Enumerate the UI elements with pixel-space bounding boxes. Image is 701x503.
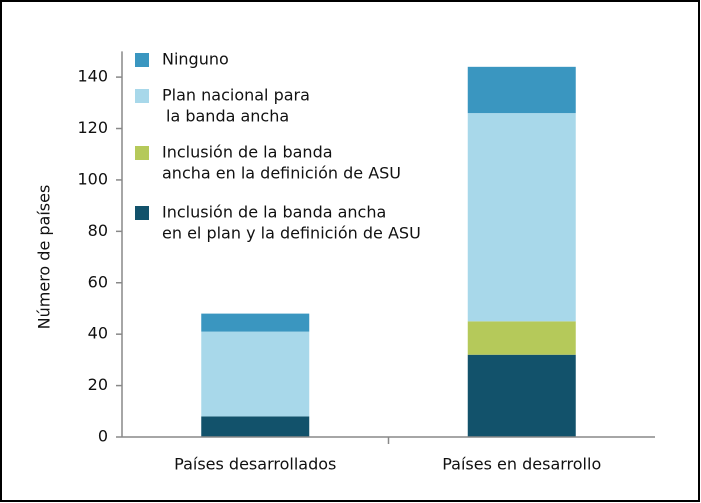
bar-segment [201, 313, 310, 332]
legend-label: en el plan y la definición de ASU [162, 224, 421, 243]
y-tick-label: 100 [77, 169, 108, 188]
legend-label: la banda ancha [166, 107, 289, 126]
bar-segment [201, 416, 310, 437]
x-tick-label: Países en desarrollo [442, 455, 601, 474]
y-tick-label: 120 [77, 118, 108, 137]
y-tick-label: 0 [98, 427, 108, 446]
bar-segment [467, 113, 576, 322]
legend-swatch [135, 89, 149, 103]
y-tick-label: 140 [77, 67, 108, 86]
x-tick-label: Países desarrollados [174, 455, 336, 474]
legend-swatch [135, 53, 149, 67]
y-axis-label: Número de países [35, 185, 54, 330]
y-tick-label: 20 [88, 375, 108, 394]
y-tick-label: 60 [88, 272, 108, 291]
y-tick-label: 40 [88, 324, 108, 343]
legend-swatch [135, 206, 149, 220]
bar-segment [467, 66, 576, 114]
legend-label: Plan nacional para [162, 86, 310, 105]
bar-segment [201, 331, 310, 417]
legend-label: Inclusión de la banda [162, 143, 333, 162]
y-tick-label: 80 [88, 221, 108, 240]
bar-segment [467, 321, 576, 355]
bar-segment [467, 354, 576, 437]
legend-swatch [135, 146, 149, 160]
legend-label: Ninguno [162, 50, 229, 69]
legend-label: Inclusión de la banda ancha [162, 203, 386, 222]
legend-label: ancha en la definición de ASU [162, 164, 401, 183]
